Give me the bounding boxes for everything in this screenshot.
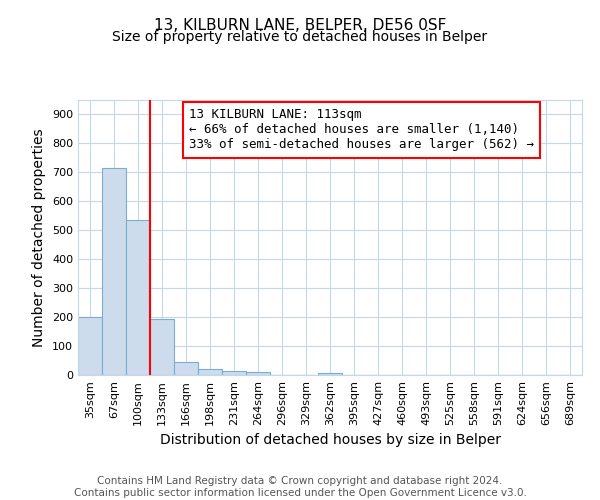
Bar (126, 220, 150, 375)
Bar (198, 369, 222, 375)
Bar (222, 370, 246, 375)
Text: Contains HM Land Registry data © Crown copyright and database right 2024.
Contai: Contains HM Land Registry data © Crown c… (74, 476, 526, 498)
Y-axis label: Number of detached properties: Number of detached properties (32, 128, 46, 347)
Text: 13, KILBURN LANE, BELPER, DE56 0SF: 13, KILBURN LANE, BELPER, DE56 0SF (154, 18, 446, 32)
Bar (150, 319, 174, 375)
Bar (174, 362, 198, 375)
Bar (78, 317, 102, 375)
X-axis label: Distribution of detached houses by size in Belper: Distribution of detached houses by size … (160, 434, 500, 448)
Bar (246, 372, 270, 375)
Bar (318, 372, 342, 375)
Bar (102, 168, 126, 375)
Text: 13 KILBURN LANE: 113sqm
← 66% of detached houses are smaller (1,140)
33% of semi: 13 KILBURN LANE: 113sqm ← 66% of detache… (189, 108, 534, 151)
Text: Size of property relative to detached houses in Belper: Size of property relative to detached ho… (112, 30, 488, 44)
